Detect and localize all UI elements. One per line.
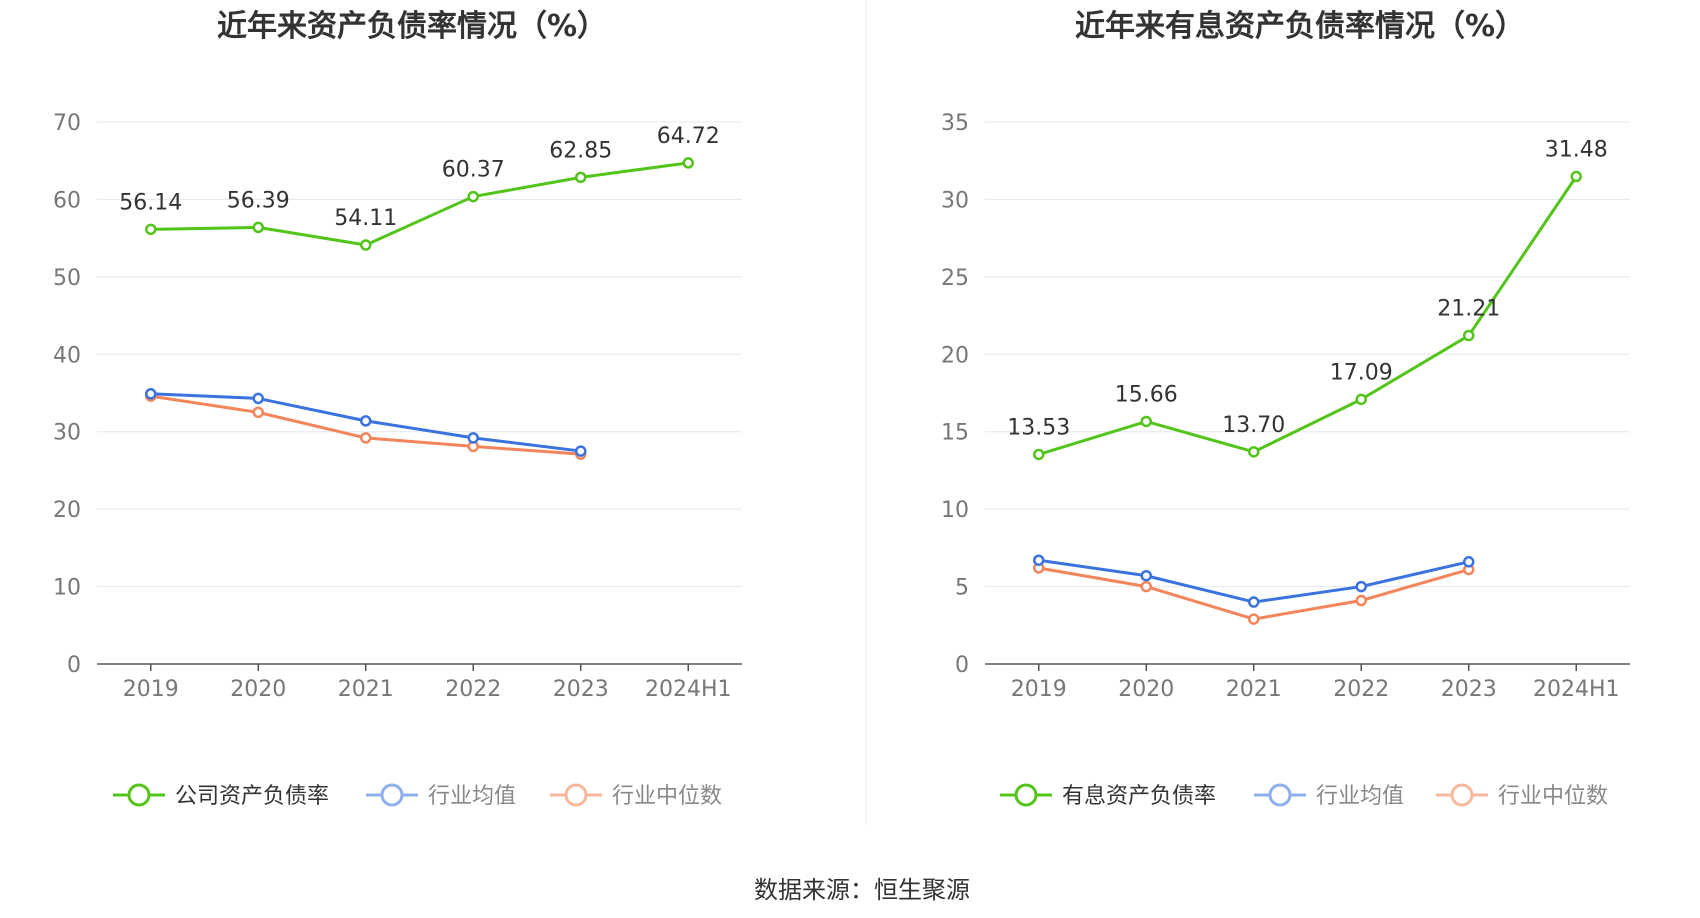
data-point — [1570, 170, 1582, 183]
y-tick-label: 10 — [53, 576, 81, 601]
y-tick-label: 50 — [53, 266, 81, 291]
data-point — [1140, 569, 1152, 582]
legend-marker — [1450, 783, 1474, 807]
data-label: 54.11 — [334, 206, 397, 231]
data-point — [1355, 580, 1367, 593]
legend-item: 公司资产负债率 — [113, 783, 329, 809]
x-tick-label: 2020 — [1118, 677, 1174, 702]
data-point — [360, 432, 372, 444]
data-point — [145, 223, 157, 236]
data-point — [1248, 613, 1260, 625]
legend-label: 行业中位数 — [1498, 784, 1608, 809]
data-label: 17.09 — [1330, 360, 1393, 385]
y-tick-label: 60 — [53, 188, 81, 213]
legend-marker — [1014, 783, 1038, 807]
y-tick-label: 20 — [941, 343, 969, 368]
x-tick-label: 2022 — [445, 677, 501, 702]
y-tick-label: 40 — [53, 343, 81, 368]
legend-marker — [380, 783, 404, 807]
series-line-0 — [1038, 175, 1578, 456]
y-tick-label: 70 — [53, 111, 81, 136]
y-tick-label: 5 — [955, 576, 969, 601]
data-label: 13.70 — [1222, 413, 1285, 438]
legend-label: 行业中位数 — [612, 784, 722, 809]
legend-label: 行业均值 — [1316, 784, 1404, 809]
legend-item: 有息资产负债率 — [1000, 783, 1216, 809]
legend-label: 有息资产负债率 — [1062, 784, 1216, 809]
data-label: 15.66 — [1115, 382, 1178, 407]
legend-marker — [127, 783, 151, 807]
data-point — [1248, 446, 1260, 458]
legend-item: 行业均值 — [366, 783, 516, 809]
legend-item: 行业中位数 — [550, 783, 722, 809]
data-label: 56.14 — [119, 190, 182, 215]
series-line-0 — [150, 161, 689, 247]
y-tick-label: 30 — [53, 421, 81, 446]
data-label: 64.72 — [657, 124, 720, 149]
data-point — [1355, 594, 1367, 607]
legend-marker — [1268, 783, 1292, 807]
data-point — [575, 445, 587, 457]
data-label: 56.39 — [227, 188, 290, 213]
y-tick-label: 35 — [941, 111, 969, 136]
left-chart: 近年来资产负债率情况（%） 0 10 20 30 40 50 60 70 2019 2020 2021… — [53, 9, 742, 809]
data-point — [1140, 580, 1152, 593]
data-point — [575, 171, 587, 184]
data-point — [467, 190, 479, 203]
x-tick-label: 2021 — [338, 677, 394, 702]
data-point — [1033, 448, 1045, 461]
legend-marker — [564, 783, 588, 807]
data-point — [1463, 329, 1475, 342]
y-tick-label: 15 — [941, 421, 969, 446]
data-point — [252, 221, 264, 234]
data-label: 60.37 — [442, 158, 505, 183]
x-tick-label: 2020 — [230, 677, 286, 702]
right-chart: 近年来有息资产负债率情况（%） 0 5 10 15 20 25 30 35 2019 2020 202… — [941, 9, 1630, 809]
x-tick-label: 2024H1 — [645, 677, 732, 702]
data-point — [145, 388, 157, 400]
y-tick-label: 0 — [67, 653, 81, 678]
data-point — [1140, 415, 1152, 428]
data-label: 13.53 — [1007, 415, 1070, 440]
x-tick-label: 2023 — [553, 677, 609, 702]
y-tick-label: 10 — [941, 498, 969, 523]
x-tick-label: 2024H1 — [1533, 677, 1620, 702]
data-point — [360, 415, 372, 427]
data-point — [1463, 556, 1475, 568]
data-point — [1355, 393, 1367, 406]
data-point — [360, 239, 372, 251]
legend-item: 行业均值 — [1254, 783, 1404, 809]
data-point — [1033, 554, 1045, 566]
data-label: 21.21 — [1437, 297, 1500, 322]
y-tick-label: 25 — [941, 266, 969, 291]
source-note: 数据来源：恒生聚源 — [754, 876, 970, 904]
x-tick-label: 2023 — [1441, 677, 1497, 702]
legend-item: 行业中位数 — [1436, 783, 1608, 809]
x-tick-label: 2021 — [1226, 677, 1282, 702]
chart-title: 近年来资产负债率情况（%） — [217, 9, 607, 44]
data-label: 31.48 — [1545, 138, 1608, 163]
data-point — [252, 392, 264, 405]
data-point — [252, 406, 264, 419]
x-tick-label: 2019 — [123, 677, 179, 702]
data-point — [467, 432, 479, 444]
x-tick-label: 2022 — [1333, 677, 1389, 702]
y-tick-label: 20 — [53, 498, 81, 523]
x-tick-label: 2019 — [1011, 677, 1067, 702]
y-tick-label: 30 — [941, 188, 969, 213]
y-tick-label: 0 — [955, 653, 969, 678]
chart-title: 近年来有息资产负债率情况（%） — [1075, 9, 1525, 44]
legend-label: 行业均值 — [428, 784, 516, 809]
data-point — [1248, 596, 1260, 608]
data-point — [682, 157, 694, 169]
series-line-1 — [1038, 558, 1470, 604]
data-label: 62.85 — [549, 138, 612, 163]
legend-label: 公司资产负债率 — [175, 784, 329, 809]
